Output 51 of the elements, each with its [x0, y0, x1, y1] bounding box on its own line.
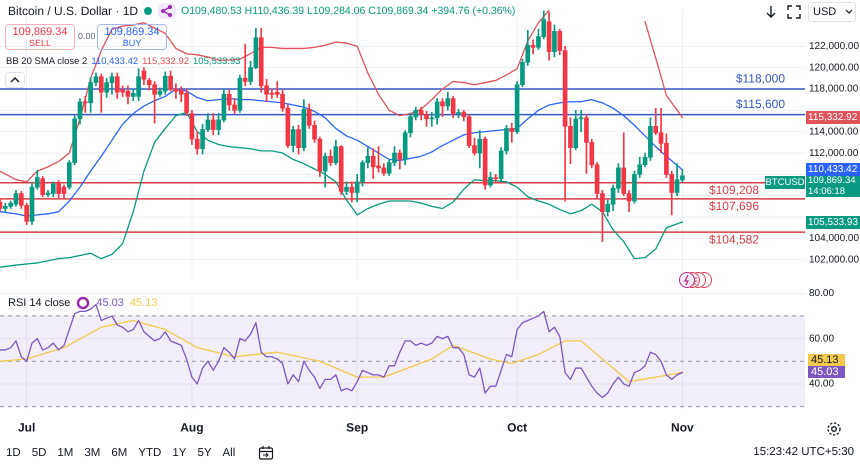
x-tick-label: Jul [18, 420, 36, 435]
text: 15:23:42 UTC+5:30 [753, 446, 854, 458]
annotation: BTCUSD [765, 176, 805, 189]
text: 110,433.42 [806, 163, 860, 176]
annotation: 115,332.92 [142, 56, 190, 67]
text: 115,332.92 [806, 111, 860, 124]
y-tick-label: 118,000.00 [809, 84, 859, 95]
x-tick-label: Sep [346, 420, 368, 435]
chart-title: Bitcoin / U.S. Dollar · 1D [8, 4, 138, 18]
text: 1D [6, 447, 21, 459]
text: 45.13 [808, 354, 845, 366]
y-tick-label: 120,000.00 [809, 62, 860, 74]
annotation: 0.00 [78, 31, 96, 41]
text: All [222, 447, 236, 459]
text: 5Y [197, 447, 212, 459]
annotation: 45.13 [130, 297, 158, 309]
annotation: RSI 14 close [8, 297, 70, 309]
text: YTD [138, 447, 162, 459]
text: 105,533.93 [806, 216, 860, 229]
y-tick-label: 60.00 [809, 333, 834, 344]
ref-line-label: $109,208 [708, 183, 760, 198]
y-tick-label: 102,000.00 [809, 254, 860, 266]
x-tick-label: Nov [671, 420, 694, 435]
annotation: 109,869.34 [11, 26, 69, 38]
text: 3M [84, 447, 100, 459]
annotation: BB 20 SMA close 2 [6, 56, 88, 67]
x-tick-label: Oct [507, 420, 528, 435]
annotation: 105,533.93 [193, 56, 241, 67]
y-tick-label: 80.00 [809, 288, 834, 300]
y-tick-label: 40.00 [809, 378, 834, 390]
annotation: 45.03 [96, 297, 124, 309]
y-tick-label: 104,000.00 [809, 233, 860, 244]
ref-line-label: $107,696 [708, 199, 760, 214]
ref-line-label: $118,000 [736, 71, 786, 86]
annotation: O109,480.53 H110,436.39 L109,284.06 C109,869.34 +394.76 (+0.36%) [181, 5, 516, 17]
annotation: BUY [122, 38, 142, 49]
text: 1Y [172, 447, 186, 459]
text: 5D [32, 447, 46, 459]
text: 6M [111, 447, 128, 459]
y-tick-label: 122,000.00 [809, 41, 860, 52]
annotation: SELL [28, 38, 52, 49]
ref-line-label: $104,582 [708, 232, 760, 246]
y-tick-label: 112,000.00 [809, 148, 859, 159]
text: 109,869.34 [808, 175, 857, 186]
ref-line-label: $115,600 [736, 96, 786, 111]
x-tick-label: Aug [180, 420, 204, 435]
text: USD [808, 2, 856, 22]
y-tick-label: 114,000.00 [809, 126, 859, 138]
text: 45.03 [808, 366, 845, 378]
text: 14:06:18 [808, 186, 846, 197]
text: 1M [57, 447, 74, 459]
